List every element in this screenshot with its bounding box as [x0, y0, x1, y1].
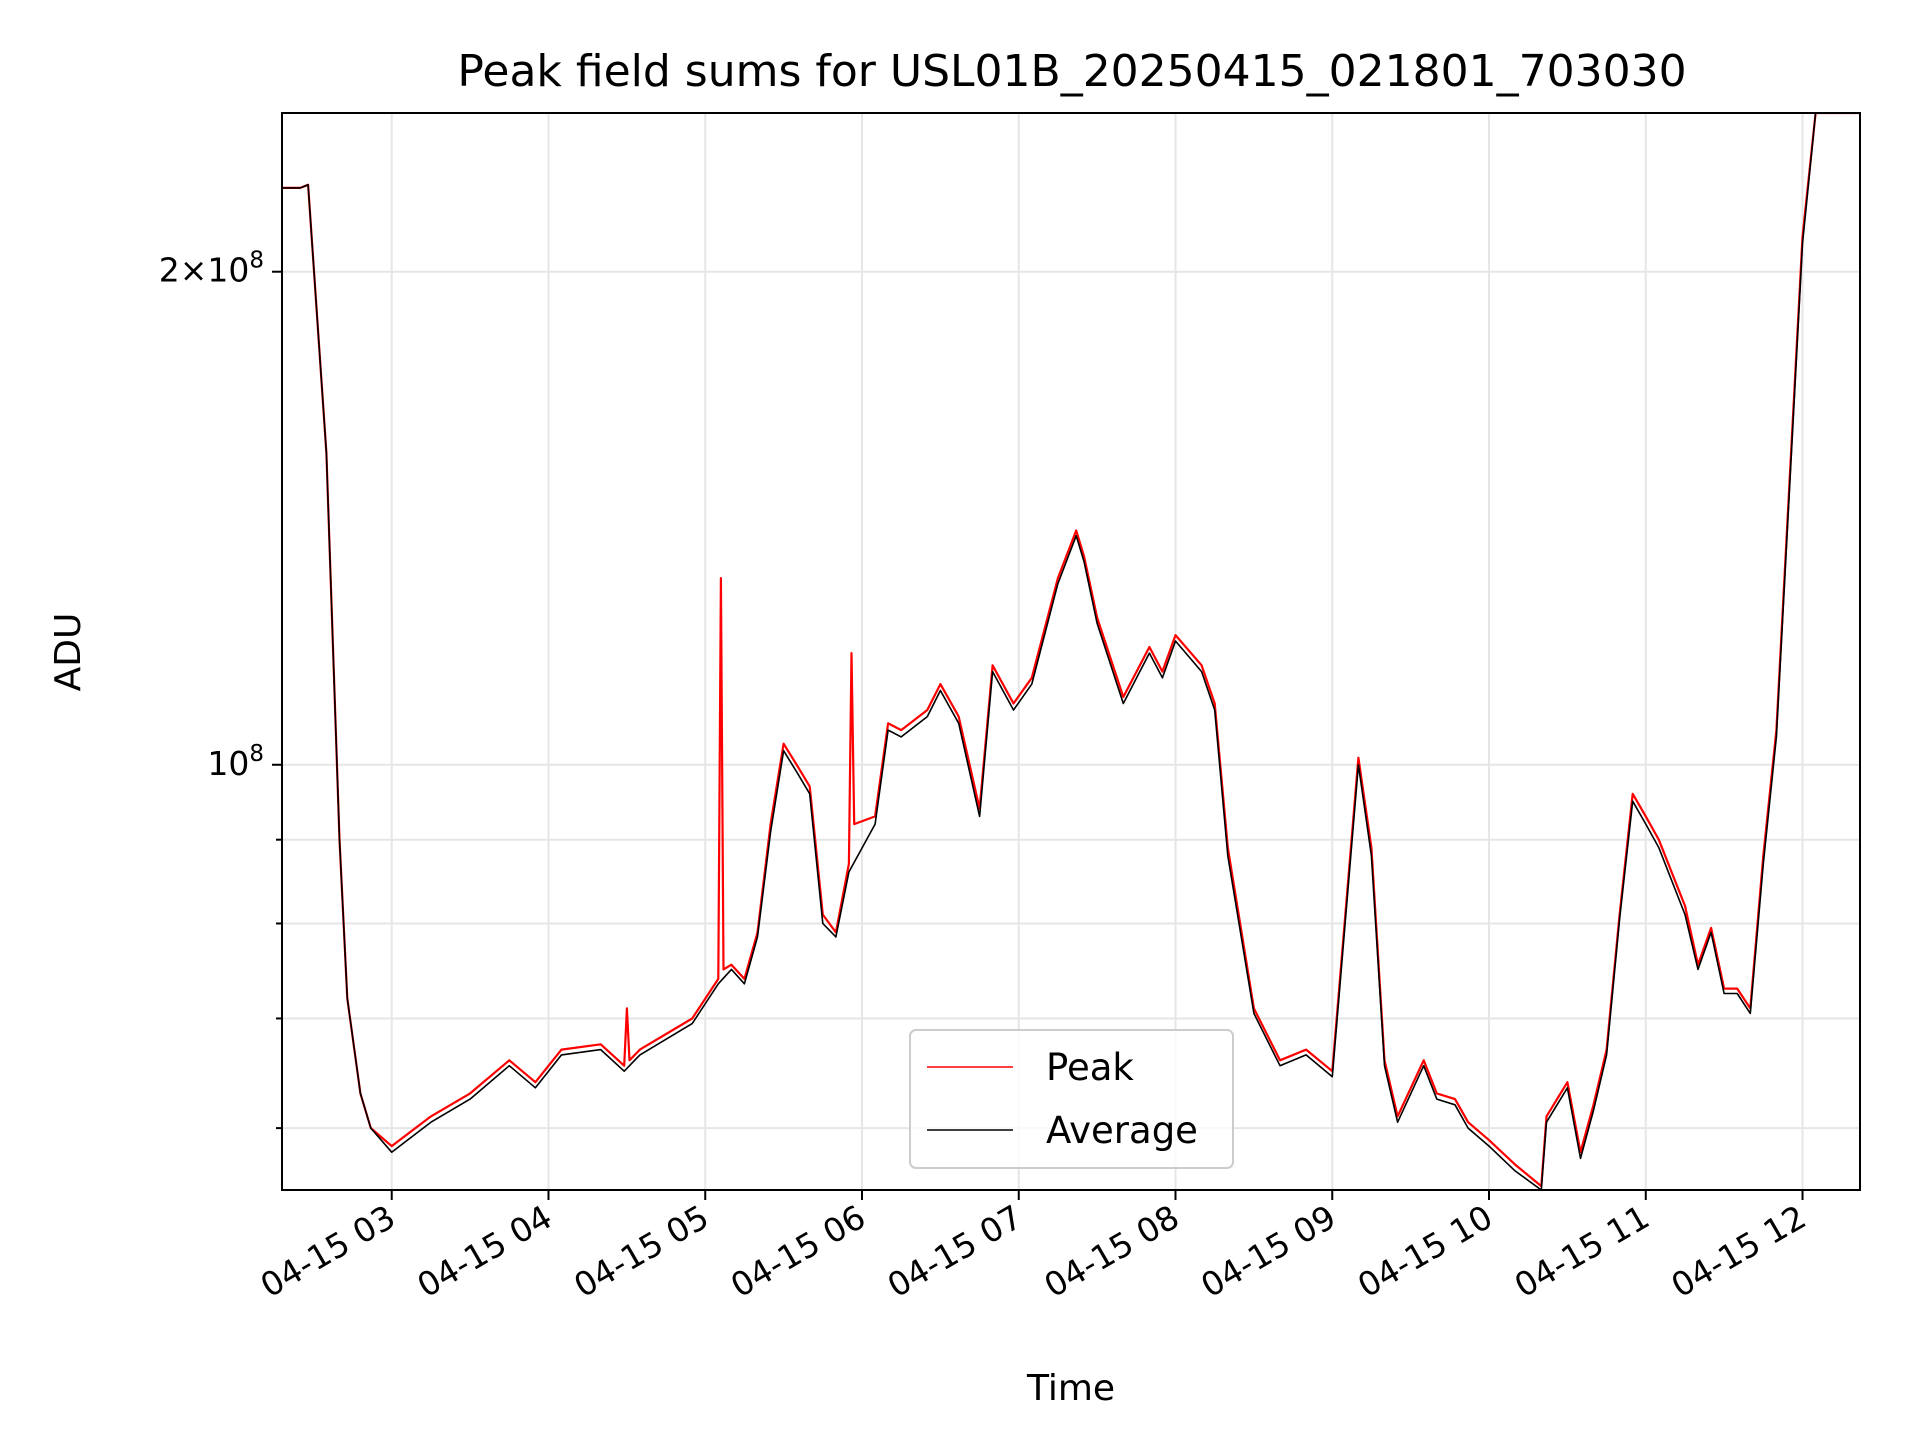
legend-label-average: Average — [1046, 1109, 1198, 1152]
chart-title: Peak field sums for USL01B_20250415_0218… — [457, 46, 1686, 97]
y-axis-label: ADU — [48, 613, 89, 692]
series-line-average — [282, 113, 1860, 1190]
plot-frame — [281, 112, 1861, 1191]
legend-box — [909, 1029, 1234, 1169]
plot-series — [282, 113, 1860, 1190]
y-tick-label: 2×108 — [159, 248, 264, 290]
x-axis-label: Time — [1026, 1368, 1115, 1409]
y-axis: 108 2×108 — [159, 248, 282, 1130]
legend-label-peak: Peak — [1046, 1046, 1134, 1089]
y-tick-label: 108 — [207, 741, 264, 783]
chart-legend: Peak Average — [909, 1029, 1234, 1169]
